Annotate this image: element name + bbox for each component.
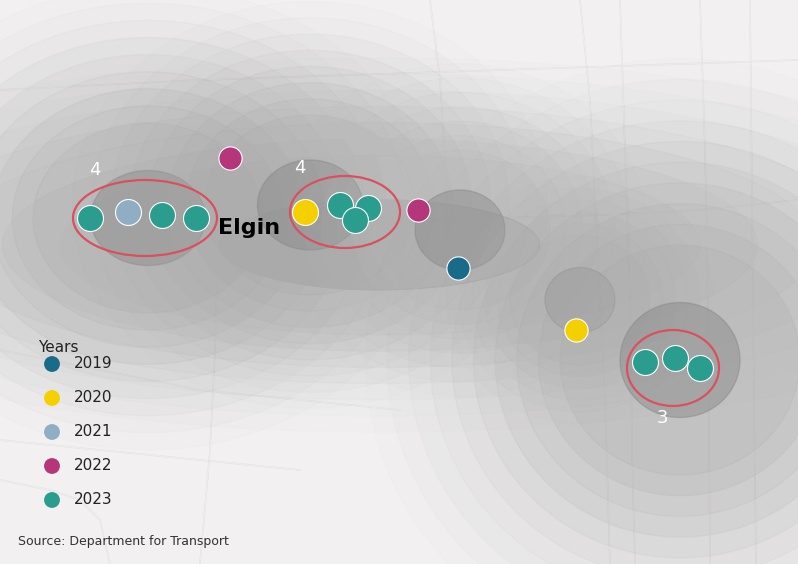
Point (45, 359, 58, 368)
Point (334, 200, 346, 209)
Point (190, 214, 203, 223)
Point (361, 204, 374, 213)
Ellipse shape (485, 212, 675, 389)
Point (693, 363, 706, 372)
Ellipse shape (258, 160, 362, 250)
Text: 4: 4 (294, 159, 306, 177)
Ellipse shape (60, 155, 700, 335)
Ellipse shape (517, 204, 798, 517)
Point (298, 208, 311, 217)
Point (45, 394, 58, 403)
Ellipse shape (220, 200, 540, 290)
Ellipse shape (0, 122, 798, 367)
Ellipse shape (370, 150, 550, 310)
Ellipse shape (496, 183, 798, 537)
Ellipse shape (545, 267, 615, 333)
Ellipse shape (430, 121, 798, 564)
Ellipse shape (472, 200, 688, 400)
Ellipse shape (129, 50, 491, 360)
Text: Source: Department for Transport: Source: Department for Transport (18, 535, 229, 548)
Point (412, 205, 425, 214)
Point (223, 153, 236, 162)
Ellipse shape (305, 92, 614, 368)
Ellipse shape (0, 107, 798, 384)
Text: 3: 3 (656, 409, 668, 427)
Ellipse shape (473, 162, 798, 558)
Ellipse shape (0, 20, 387, 416)
Text: 2022: 2022 (74, 459, 113, 474)
Point (45, 428, 58, 437)
Ellipse shape (168, 82, 452, 327)
Ellipse shape (2, 139, 757, 351)
Ellipse shape (415, 190, 505, 270)
Ellipse shape (110, 34, 509, 376)
Ellipse shape (148, 67, 472, 343)
Point (349, 215, 361, 224)
Point (452, 263, 464, 272)
Text: Years: Years (38, 340, 78, 355)
Text: 2019: 2019 (74, 356, 113, 372)
Text: 2020: 2020 (74, 390, 113, 406)
Point (638, 358, 651, 367)
Point (121, 208, 134, 217)
Ellipse shape (0, 55, 346, 381)
Text: Elgin: Elgin (218, 218, 280, 238)
Ellipse shape (12, 106, 284, 330)
Text: 2023: 2023 (74, 492, 113, 508)
Point (84, 214, 97, 223)
Ellipse shape (560, 245, 798, 475)
Ellipse shape (497, 223, 662, 377)
Ellipse shape (338, 121, 583, 339)
Ellipse shape (0, 72, 325, 364)
Ellipse shape (186, 99, 434, 311)
Ellipse shape (452, 142, 798, 564)
Text: 2021: 2021 (74, 425, 113, 439)
Ellipse shape (90, 170, 206, 266)
Ellipse shape (0, 37, 366, 399)
Text: 4: 4 (89, 161, 101, 179)
Ellipse shape (0, 90, 798, 400)
Ellipse shape (322, 107, 598, 353)
Ellipse shape (539, 224, 798, 496)
Ellipse shape (460, 188, 701, 412)
Point (45, 496, 58, 505)
Ellipse shape (205, 115, 415, 295)
Point (45, 461, 58, 470)
Point (570, 325, 583, 334)
Ellipse shape (33, 123, 263, 313)
Ellipse shape (354, 135, 567, 324)
Ellipse shape (510, 235, 650, 365)
Point (669, 354, 681, 363)
Point (156, 210, 168, 219)
Ellipse shape (620, 302, 740, 417)
Ellipse shape (0, 89, 304, 347)
